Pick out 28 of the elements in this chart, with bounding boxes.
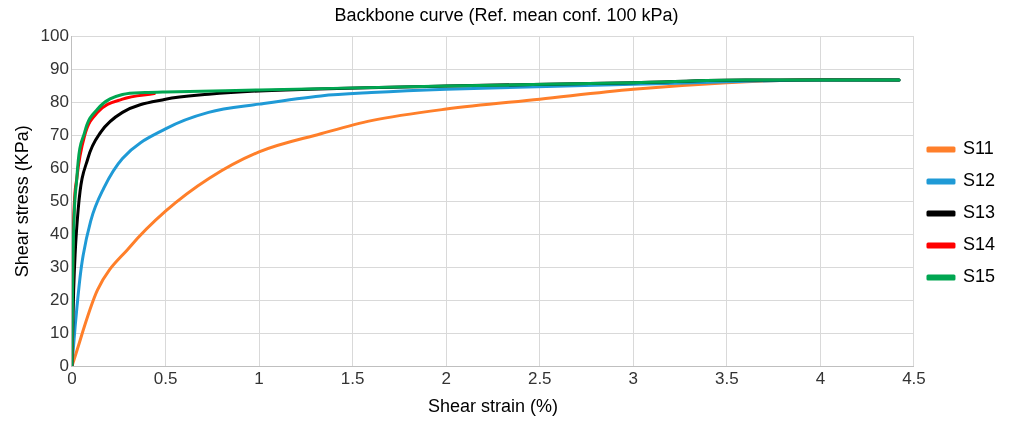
y-tick-label: 30 [50, 256, 69, 276]
y-tick-label: 10 [50, 322, 69, 342]
x-tick-label: 2.5 [527, 368, 552, 388]
y-axis-title: Shear stress (KPa) [11, 125, 32, 278]
y-tick-label: 60 [50, 158, 69, 178]
legend-label: S14 [962, 234, 995, 255]
y-tick-label: 50 [50, 190, 69, 210]
chart-title: Backbone curve (Ref. mean conf. 100 kPa) [334, 4, 679, 25]
x-tick-label: 1 [254, 368, 264, 388]
y-tick-label: 70 [50, 125, 69, 145]
legend-label: S13 [962, 202, 995, 223]
legend-label: S12 [962, 170, 995, 191]
x-tick-label: 3 [628, 368, 639, 388]
x-tick-label: 4.5 [902, 368, 926, 388]
x-tick-label: 3.5 [715, 368, 739, 388]
y-tick-label: 20 [50, 289, 69, 309]
legend-label: S15 [962, 266, 995, 287]
x-tick-label: 2 [441, 368, 451, 388]
y-tick-label: 90 [50, 59, 69, 79]
x-tick-label: 4 [815, 368, 826, 388]
x-tick-label: 0.5 [153, 368, 178, 388]
x-axis-title: Shear strain (%) [427, 396, 558, 417]
legend-label: S11 [962, 138, 994, 159]
y-tick-label: 0 [59, 355, 69, 375]
y-tick-label: 40 [50, 223, 69, 243]
y-tick-label: 80 [50, 92, 69, 112]
x-tick-label: 1.5 [340, 368, 365, 388]
y-tick-label: 100 [40, 26, 69, 46]
